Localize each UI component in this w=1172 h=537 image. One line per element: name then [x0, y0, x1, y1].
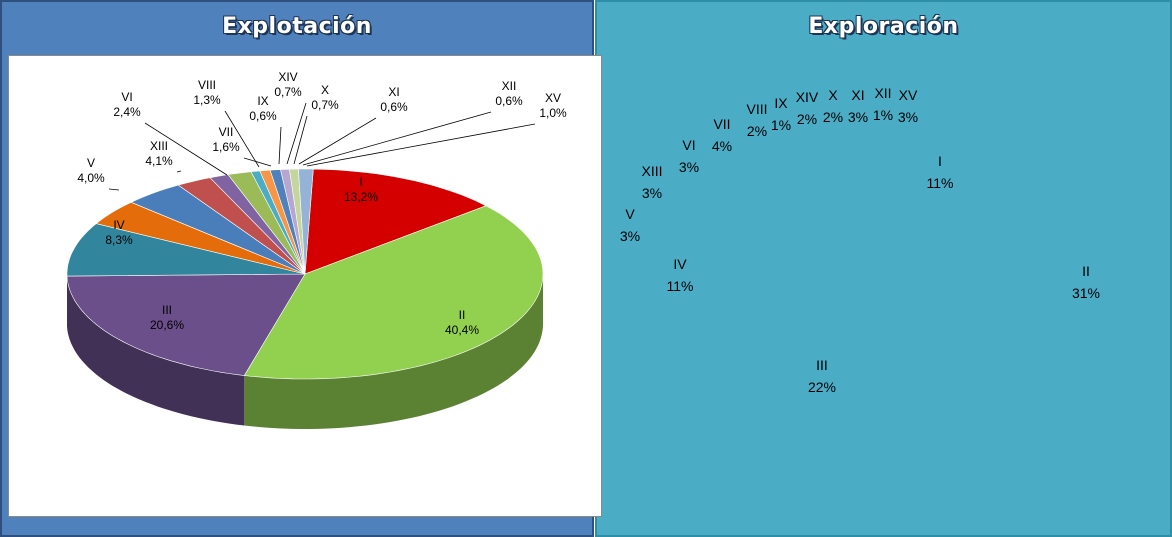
pie-slice-v — [95, 201, 306, 275]
exploracion-value-label-v: 3% — [620, 228, 640, 244]
leader-line-v — [108, 188, 120, 191]
pie-category-label-ix: IX — [257, 94, 268, 108]
pie-slice-ii — [243, 205, 544, 380]
pie-value-label-iv: 8,3% — [105, 233, 133, 247]
leader-line-xi — [298, 117, 377, 165]
exploracion-value-label-ix: 1% — [771, 117, 791, 133]
exploracion-label-layer: I 11% II 31% III 22% IV 11% V 3% XIII 3% VI 3% VII 4% VI… — [620, 85, 1100, 395]
exploracion-value-label-iii: 22% — [808, 379, 836, 395]
exploracion-value-label-ii: 31% — [1072, 285, 1100, 301]
leader-line-xv — [306, 123, 536, 167]
pie-category-label-iv: IV — [113, 218, 124, 232]
leader-line-vii — [243, 157, 272, 167]
exploracion-data-labels: I 11% II 31% III 22% IV 11% V 3% XIII 3% VI 3% VII 4% VI… — [620, 85, 1100, 395]
pie-value-label-xiv: 0,7% — [274, 85, 302, 99]
pie-value-label-iii: 20,6% — [150, 318, 184, 332]
leader-line-x — [293, 115, 308, 165]
exploracion-value-label-iv: 11% — [667, 278, 694, 294]
exploracion-value-label-xiv: 2% — [797, 111, 817, 127]
exploracion-category-label-ii: II — [1082, 263, 1090, 279]
exploracion-category-label-iii: III — [816, 357, 828, 373]
pie-slice-iii — [66, 273, 306, 376]
pie-category-label-ii: II — [459, 308, 466, 322]
pie-category-label-i: I — [359, 175, 362, 189]
exploracion-category-label-xiii: XIII — [641, 163, 662, 179]
exploracion-category-label-ix: IX — [774, 95, 788, 111]
pie-value-label-xii: 0,6% — [495, 94, 523, 108]
exploracion-value-label-xii: 1% — [873, 107, 893, 123]
exploracion-panel: Exploración I 11% II 31% III 22% IV 11% V 3% XIII 3… — [595, 0, 1172, 537]
exploracion-title: Exploración — [808, 14, 959, 39]
leader-line-xiv — [286, 102, 307, 165]
pie-leader-lines — [108, 102, 536, 191]
explotacion-plot-area: I 13,2% II 40,4% III 20,6% IV 8,3% V 4,0% XIII 4,1%… — [8, 55, 602, 517]
pie-value-label-xv: 1,0% — [539, 106, 567, 120]
pie-category-label-xiii: XIII — [150, 139, 168, 153]
pie-value-label-xi: 0,6% — [380, 100, 408, 114]
pie-value-label-vii: 1,6% — [212, 140, 240, 154]
exploracion-category-label-xii: XII — [874, 85, 891, 101]
leader-line-vi — [144, 122, 228, 176]
exploracion-value-label-xv: 3% — [898, 109, 918, 125]
pie-category-label-xii: XII — [502, 79, 517, 93]
pie-value-label-xiii: 4,1% — [145, 154, 173, 168]
pie-value-label-vi: 2,4% — [113, 105, 141, 119]
pie-category-label-vii: VII — [219, 125, 234, 139]
pie-value-label-ii: 40,4% — [445, 323, 479, 337]
exploracion-category-label-iv: IV — [673, 256, 687, 272]
pie-side-ii — [244, 274, 544, 429]
pie-slice-xv — [298, 168, 314, 275]
pie-category-label-iii: III — [162, 303, 172, 317]
pie-category-label-viii: VIII — [198, 78, 216, 92]
pie-slice-iv — [66, 223, 306, 277]
explotacion-title: Explotación — [222, 14, 372, 39]
exploracion-value-label-xiii: 3% — [642, 185, 662, 201]
leader-line-ix — [278, 126, 282, 165]
pie-category-label-x: X — [321, 83, 329, 97]
pie-category-label-xiv: XIV — [278, 70, 297, 84]
pie-slices — [66, 168, 544, 380]
pie-category-label-xv: XV — [545, 91, 561, 105]
exploracion-value-label-x: 2% — [823, 109, 843, 125]
pie-slice-vi — [177, 177, 306, 275]
exploracion-category-label-v: V — [625, 206, 635, 222]
exploracion-category-label-vi: VI — [682, 137, 695, 153]
exploracion-value-label-vii: 4% — [712, 138, 732, 154]
pie-category-label-xi: XI — [388, 85, 399, 99]
exploracion-value-label-xi: 3% — [848, 109, 868, 125]
pie-value-label-v: 4,0% — [77, 171, 105, 185]
exploracion-category-label-xiv: XIV — [796, 89, 819, 105]
pie-side-iii — [67, 276, 245, 426]
exploracion-category-label-i: I — [938, 153, 942, 169]
pie-category-label-v: V — [87, 156, 95, 170]
pie-category-label-vi: VI — [121, 90, 132, 104]
exploracion-category-label-xv: XV — [899, 87, 918, 103]
pie-value-label-viii: 1,3% — [193, 93, 221, 107]
exploracion-value-label-viii: 2% — [747, 123, 767, 139]
exploracion-value-label-i: 11% — [927, 175, 954, 191]
pie-slice-i — [304, 168, 487, 275]
leader-line-xii — [302, 111, 492, 166]
pie-slice-xiii — [130, 184, 306, 275]
exploracion-category-label-vii: VII — [713, 116, 730, 132]
leader-line-xiii — [176, 170, 182, 173]
exploracion-value-label-vi: 3% — [679, 159, 699, 175]
pie-value-label-i: 13,2% — [344, 190, 378, 204]
leader-line-viii — [224, 110, 260, 168]
exploracion-category-label-x: X — [828, 87, 838, 103]
pie-value-label-ix: 0,6% — [249, 109, 277, 123]
exploracion-category-label-xi: XI — [851, 87, 864, 103]
pie-value-label-x: 0,7% — [311, 98, 339, 112]
exploracion-category-label-viii: VIII — [746, 101, 767, 117]
pie-side-walls — [67, 274, 544, 429]
